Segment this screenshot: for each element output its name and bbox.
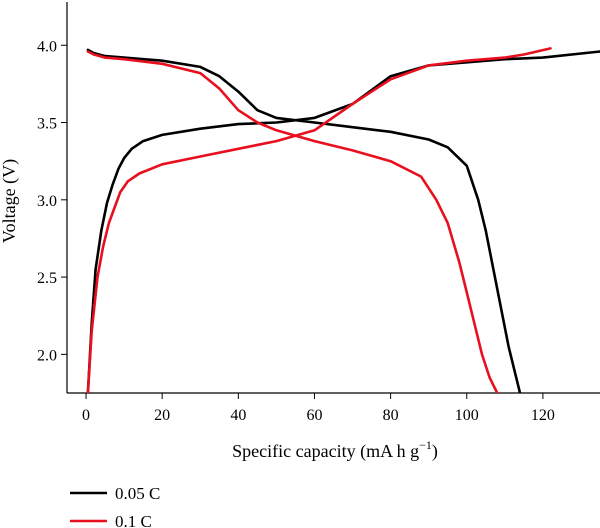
- y-tick-label: 4.0: [37, 38, 57, 55]
- x-tick-label: 120: [531, 407, 555, 424]
- legend-label-1: 0.05 C: [115, 484, 160, 503]
- y-axis-label: Voltage (V): [0, 159, 20, 243]
- series-line-1-charge: [86, 50, 600, 393]
- y-axis-ticks: 2.0 2.5 3.0 3.5 4.0: [37, 38, 67, 364]
- y-tick-label: 3.5: [37, 116, 57, 133]
- x-axis-ticks: 0 20 40 60 80 100 120: [82, 393, 555, 424]
- series-line-2-discharge: [86, 50, 499, 393]
- x-axis-label: Specific capacity (mA h g−1): [232, 438, 438, 462]
- x-tick-label: 60: [306, 407, 322, 424]
- y-tick-label: 2.5: [37, 270, 57, 287]
- x-tick-label: 40: [230, 407, 246, 424]
- y-tick-label: 3.0: [37, 193, 57, 210]
- axes: [66, 2, 600, 394]
- legend: 0.05 C 0.1 C: [70, 484, 160, 528]
- legend-label-2: 0.1 C: [115, 512, 152, 528]
- x-tick-label: 0: [82, 407, 90, 424]
- y-tick-label: 2.0: [37, 347, 57, 364]
- series-line-2-charge: [86, 47, 552, 393]
- x-tick-label: 80: [383, 407, 399, 424]
- x-tick-label: 100: [455, 407, 479, 424]
- x-tick-label: 20: [154, 407, 170, 424]
- series-layer: [86, 47, 600, 393]
- series-line-1-discharge: [86, 48, 522, 393]
